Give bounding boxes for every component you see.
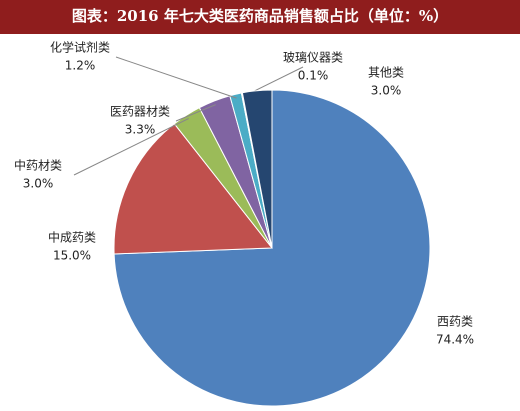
value-label: 3.0% bbox=[371, 84, 402, 98]
leader-line bbox=[115, 56, 237, 99]
value-label: 0.1% bbox=[298, 69, 329, 83]
value-label: 3.3% bbox=[125, 123, 156, 137]
leader-line bbox=[175, 104, 216, 122]
slice-label: 中药材类 bbox=[14, 158, 62, 173]
leader-line bbox=[73, 118, 189, 176]
slice-label: 中成药类 bbox=[48, 230, 96, 245]
value-label: 74.4% bbox=[436, 333, 474, 347]
chart-title: 图表：2016 年七大类医药商品销售额占比（单位：%） bbox=[72, 7, 448, 25]
slice-label: 医药器材类 bbox=[110, 105, 170, 119]
value-label: 1.2% bbox=[65, 59, 96, 73]
title-bar bbox=[0, 0, 520, 34]
value-label: 3.0% bbox=[23, 177, 54, 191]
pie-slice bbox=[113, 123, 273, 255]
slice-label: 玻璃仪器类 bbox=[283, 51, 343, 65]
slice-label: 化学试剂类 bbox=[50, 40, 110, 55]
slice-label: 其他类 bbox=[368, 66, 404, 80]
value-label: 15.0% bbox=[53, 249, 91, 263]
pie-slice bbox=[241, 89, 273, 249]
slice-label: 西药类 bbox=[437, 315, 473, 329]
